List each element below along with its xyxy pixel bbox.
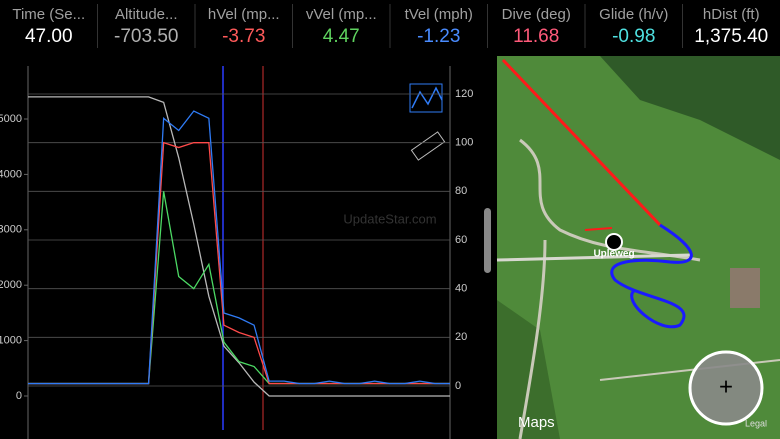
add-button-label[interactable]: + bbox=[719, 373, 733, 400]
stats-header: Time (Se... 47.00 Altitude... -703.50 hVel (… bbox=[12, 4, 768, 48]
left-tick-label: 3000 bbox=[0, 224, 22, 236]
stat-label: hDist (ft) bbox=[703, 6, 760, 23]
stat-label: Altitude... bbox=[115, 6, 178, 23]
stat-value: -703.50 bbox=[114, 26, 178, 47]
right-tick-label: 0 bbox=[455, 380, 461, 392]
stat-value: 47.00 bbox=[25, 26, 73, 47]
stat-label: Glide (h/v) bbox=[599, 6, 668, 23]
stat-value: -1.23 bbox=[417, 26, 460, 47]
stat-value: -3.73 bbox=[222, 26, 265, 47]
track-red bbox=[501, 58, 662, 227]
scrollbar[interactable] bbox=[484, 208, 491, 273]
left-tick-label: 4000 bbox=[0, 168, 22, 180]
chart-icon[interactable] bbox=[409, 83, 443, 113]
legal-link[interactable]: Legal bbox=[745, 418, 767, 428]
right-tick-label: 120 bbox=[455, 88, 473, 100]
series-line bbox=[28, 110, 450, 385]
series-line bbox=[28, 141, 450, 385]
watermark: UpdateStar.com bbox=[343, 211, 436, 226]
track-blue bbox=[610, 223, 693, 329]
forest bbox=[497, 56, 780, 160]
right-tick-label: 40 bbox=[455, 283, 467, 295]
chart: UpdateStar.com 0 20 40 60 80 100 120 0 1000 2000 3… bbox=[0, 66, 491, 439]
maps-brand: Maps bbox=[518, 414, 555, 431]
stat-value: 1,375.40 bbox=[694, 26, 768, 47]
add-button[interactable] bbox=[688, 350, 764, 426]
right-tick-label: 100 bbox=[455, 137, 473, 149]
right-tick-label: 20 bbox=[455, 331, 467, 343]
road bbox=[519, 138, 701, 262]
stat-label: hVel (mp... bbox=[208, 6, 280, 23]
left-tick-label: 2000 bbox=[0, 279, 22, 291]
map: Upleweg Maps Legal + bbox=[496, 56, 780, 439]
building bbox=[730, 268, 760, 308]
stat-value: -0.98 bbox=[612, 26, 655, 47]
series-line bbox=[28, 96, 450, 397]
right-tick-label: 60 bbox=[455, 234, 467, 246]
forest bbox=[497, 300, 560, 439]
left-tick-label: 1000 bbox=[0, 335, 22, 347]
stat-value: 4.47 bbox=[323, 26, 360, 47]
stat-label: tVel (mph) bbox=[405, 6, 473, 23]
track-red-end bbox=[584, 227, 613, 231]
right-tick-label: 80 bbox=[455, 185, 467, 197]
left-tick-label: 0 bbox=[16, 390, 22, 402]
road bbox=[518, 239, 547, 439]
icon-frame bbox=[409, 83, 443, 113]
road bbox=[496, 253, 691, 262]
stat-value: 11.68 bbox=[513, 26, 559, 47]
position-marker bbox=[605, 233, 623, 251]
ruler-icon[interactable] bbox=[410, 131, 446, 161]
left-tick-label: 5000 bbox=[0, 113, 22, 125]
ruler bbox=[410, 131, 446, 161]
stat-label: Dive (deg) bbox=[502, 6, 571, 23]
icon-line bbox=[411, 86, 443, 109]
street-label: Upleweg bbox=[593, 249, 634, 260]
stat-label: vVel (mp... bbox=[306, 6, 377, 23]
stat-label: Time (Se... bbox=[12, 6, 85, 23]
